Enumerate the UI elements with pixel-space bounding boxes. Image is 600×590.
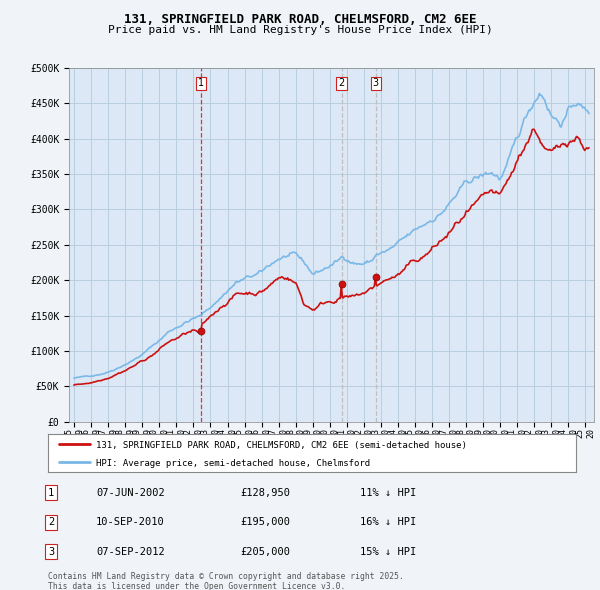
Text: Contains HM Land Registry data © Crown copyright and database right 2025.: Contains HM Land Registry data © Crown c…: [48, 572, 404, 581]
Text: 2: 2: [48, 517, 54, 527]
Text: 3: 3: [48, 547, 54, 556]
Text: 3: 3: [373, 78, 379, 88]
Text: 2: 2: [338, 78, 344, 88]
Text: 07-JUN-2002: 07-JUN-2002: [96, 488, 165, 497]
Text: 16% ↓ HPI: 16% ↓ HPI: [360, 517, 416, 527]
Text: 11% ↓ HPI: 11% ↓ HPI: [360, 488, 416, 497]
Text: 10-SEP-2010: 10-SEP-2010: [96, 517, 165, 527]
Text: Price paid vs. HM Land Registry's House Price Index (HPI): Price paid vs. HM Land Registry's House …: [107, 25, 493, 35]
Text: 15% ↓ HPI: 15% ↓ HPI: [360, 547, 416, 556]
Text: £205,000: £205,000: [240, 547, 290, 556]
Text: 131, SPRINGFIELD PARK ROAD, CHELMSFORD, CM2 6EE (semi-detached house): 131, SPRINGFIELD PARK ROAD, CHELMSFORD, …: [95, 441, 466, 450]
Text: £195,000: £195,000: [240, 517, 290, 527]
Text: HPI: Average price, semi-detached house, Chelmsford: HPI: Average price, semi-detached house,…: [95, 458, 370, 468]
Text: 1: 1: [48, 488, 54, 497]
Text: This data is licensed under the Open Government Licence v3.0.: This data is licensed under the Open Gov…: [48, 582, 346, 590]
Text: 1: 1: [198, 78, 204, 88]
Text: 07-SEP-2012: 07-SEP-2012: [96, 547, 165, 556]
Text: 131, SPRINGFIELD PARK ROAD, CHELMSFORD, CM2 6EE: 131, SPRINGFIELD PARK ROAD, CHELMSFORD, …: [124, 13, 476, 26]
Text: £128,950: £128,950: [240, 488, 290, 497]
